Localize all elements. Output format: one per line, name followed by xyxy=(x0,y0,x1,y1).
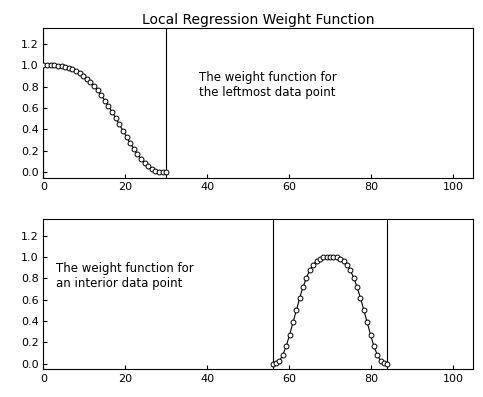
Title: Local Regression Weight Function: Local Regression Weight Function xyxy=(142,13,375,27)
Text: The weight function for
the leftmost data point: The weight function for the leftmost dat… xyxy=(199,71,337,98)
Text: The weight function for
an interior data point: The weight function for an interior data… xyxy=(56,262,194,290)
